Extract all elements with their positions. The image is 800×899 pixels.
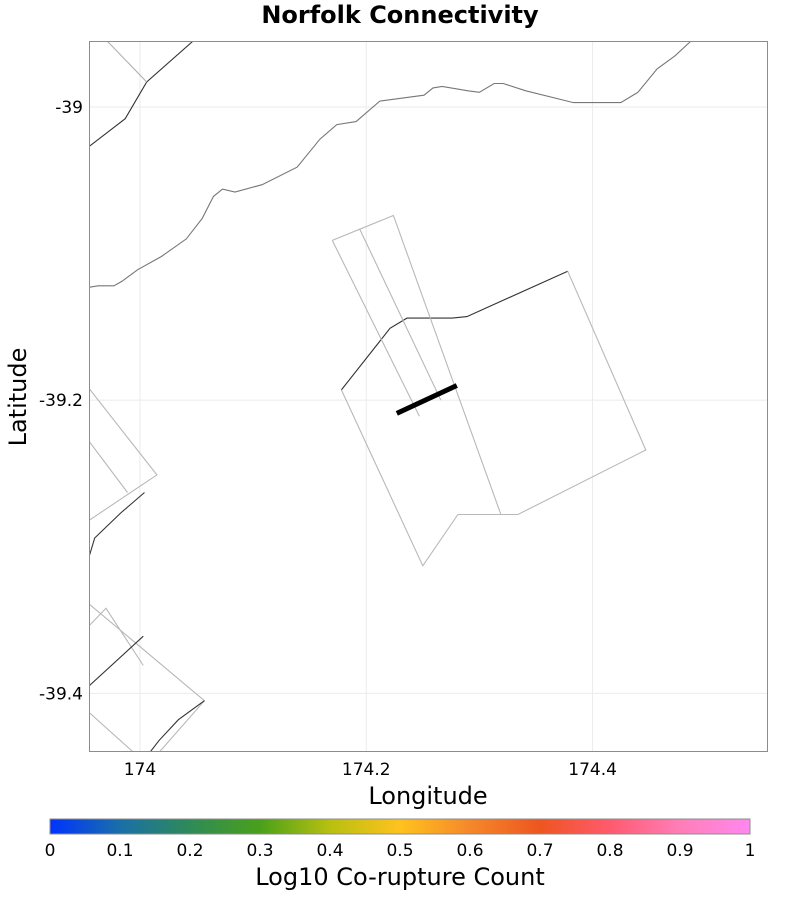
- y-tick-label: -39.4: [39, 684, 83, 704]
- colorbar-label: Log10 Co-rupture Count: [255, 863, 545, 891]
- fault-norfolk-trace: [340, 270, 568, 391]
- fault-plane-mid: [359, 228, 442, 401]
- fault-sect-nw-outline: [106, 41, 148, 83]
- rupture-selected-section: [395, 383, 458, 416]
- y-axis-ticks: -39 -39.2 -39.4: [39, 98, 83, 704]
- colorbar: [49, 818, 751, 835]
- fault-norfolk-outline: [340, 270, 647, 567]
- y-axis-label: Latitude: [4, 348, 32, 447]
- chart-title: Norfolk Connectivity: [261, 1, 539, 29]
- plot-frame: [89, 41, 768, 752]
- x-tick-label: 174: [124, 760, 156, 780]
- colorbar-ticks: 0 0.1 0.2 0.3 0.4 0.5 0.6 0.7 0.8 0.9 1: [45, 841, 756, 861]
- fault-sect-sw-outline-2: [89, 607, 144, 666]
- y-tick-label: -39.2: [39, 391, 83, 411]
- fault-sect-sw-trace-2: [149, 700, 205, 752]
- fault-sect-w-outline: [89, 388, 158, 521]
- colorbar-tick-label: 1: [745, 841, 756, 861]
- fault-sect-w-trace: [89, 492, 145, 558]
- x-tick-label: 174.4: [568, 760, 617, 780]
- colorbar-tick-label: 0: [45, 841, 56, 861]
- coastline: [89, 41, 692, 288]
- x-axis-label: Longitude: [368, 782, 487, 810]
- map-layer: [89, 41, 692, 752]
- colorbar-tick-label: 0.4: [316, 841, 343, 861]
- colorbar-tick-label: 0.5: [386, 841, 413, 861]
- fault-plane-inner: [331, 240, 420, 417]
- fault-plane-outer: [332, 214, 502, 515]
- colorbar-tick-label: 0.2: [176, 841, 203, 861]
- colorbar-tick-label: 0.1: [106, 841, 133, 861]
- x-axis-ticks: 174 174.2 174.4: [124, 760, 617, 780]
- colorbar-tick-label: 0.6: [456, 841, 483, 861]
- colorbar-tick-label: 0.9: [666, 841, 693, 861]
- fault-sect-w-outline-2: [89, 440, 128, 493]
- colorbar-tick-label: 0.7: [526, 841, 553, 861]
- fault-sect-sw-outline: [89, 603, 206, 752]
- colorbar-tick-label: 0.3: [246, 841, 273, 861]
- colorbar-tick-label: 0.8: [596, 841, 623, 861]
- y-tick-label: -39: [55, 98, 83, 118]
- x-tick-label: 174.2: [342, 760, 391, 780]
- fault-sect-nw-top: [89, 41, 194, 148]
- fault-sect-sw-trace: [89, 635, 144, 687]
